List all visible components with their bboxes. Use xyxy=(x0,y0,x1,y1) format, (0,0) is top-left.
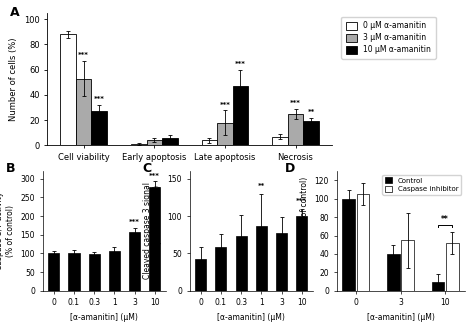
Text: ***: *** xyxy=(235,61,246,67)
Y-axis label: Cleaved caspase 3 signal
(% of 10 μM α-amanitin): Cleaved caspase 3 signal (% of 10 μM α-a… xyxy=(143,182,162,279)
Bar xyxy=(296,216,307,291)
X-axis label: [α-amanitin] (μM): [α-amanitin] (μM) xyxy=(366,313,435,322)
Bar xyxy=(446,243,459,291)
Bar xyxy=(401,240,414,291)
Text: **: ** xyxy=(441,214,449,224)
Y-axis label: MTS reduction (% of control): MTS reduction (% of control) xyxy=(300,176,309,286)
Bar xyxy=(129,232,140,291)
Bar xyxy=(303,121,319,145)
Text: A: A xyxy=(10,6,20,19)
Text: **: ** xyxy=(258,183,265,189)
Text: ***: *** xyxy=(290,100,301,106)
Text: ***: *** xyxy=(129,219,140,225)
X-axis label: [α-amanitin] (μM): [α-amanitin] (μM) xyxy=(217,313,285,322)
Bar xyxy=(256,226,267,291)
Bar xyxy=(233,86,248,145)
Bar xyxy=(236,236,246,291)
Bar xyxy=(146,140,162,145)
Bar xyxy=(109,251,120,291)
Y-axis label: Number of cells (%): Number of cells (%) xyxy=(9,37,18,121)
Bar xyxy=(288,114,303,145)
Bar xyxy=(131,144,146,145)
Text: ***: *** xyxy=(219,101,230,108)
Text: C: C xyxy=(143,162,152,175)
Bar xyxy=(356,194,369,291)
Bar xyxy=(68,253,80,291)
Bar xyxy=(149,187,160,291)
Text: ***: *** xyxy=(78,52,89,58)
Legend: Control, Caspase inhibitor: Control, Caspase inhibitor xyxy=(383,175,461,195)
Bar xyxy=(342,199,355,291)
Bar xyxy=(162,138,178,145)
Bar xyxy=(217,123,233,145)
Bar xyxy=(432,282,445,291)
Bar xyxy=(195,259,206,291)
Bar xyxy=(201,140,217,145)
Text: B: B xyxy=(6,162,15,175)
Text: ***: *** xyxy=(94,97,105,102)
Text: ***: *** xyxy=(296,198,307,204)
Bar xyxy=(48,253,59,291)
Bar xyxy=(89,254,100,291)
Bar xyxy=(91,111,107,145)
Bar xyxy=(60,34,76,145)
Bar xyxy=(387,254,400,291)
Text: **: ** xyxy=(308,109,315,115)
Y-axis label: Caspase-3/7 activity
(% of control): Caspase-3/7 activity (% of control) xyxy=(0,192,15,270)
Bar xyxy=(76,78,91,145)
Text: D: D xyxy=(285,162,296,175)
Text: ***: *** xyxy=(149,173,160,179)
X-axis label: [α-amanitin] (μM): [α-amanitin] (μM) xyxy=(70,313,138,322)
Bar xyxy=(276,233,287,291)
Legend: 0 μM α-amanitin, 3 μM α-amanitin, 10 μM α-amanitin: 0 μM α-amanitin, 3 μM α-amanitin, 10 μM … xyxy=(341,17,436,59)
Bar xyxy=(215,247,227,291)
Bar xyxy=(272,137,288,145)
